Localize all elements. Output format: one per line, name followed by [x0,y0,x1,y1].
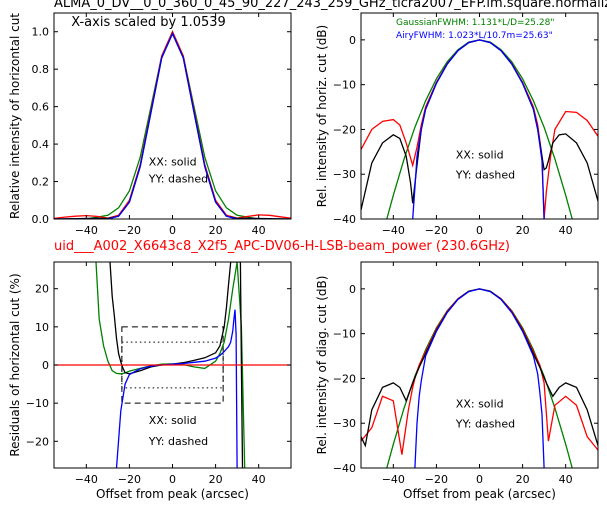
series-line-blue [414,288,545,468]
y-tick-label: 20 [35,283,49,296]
y-tick-label: −10 [333,79,356,92]
panel-p2: −40 −20 0 20 40 0 −10 −20 −30 −40 Rel. intensity o… [315,12,599,237]
annotation-text: XX: solid [149,414,197,427]
x-tick-label: 40 [252,224,266,237]
annotation-text: XX: solid [149,156,197,169]
series-line-black [54,31,291,219]
x-tick-label: −20 [425,473,448,486]
y-tick-label: 10 [35,321,49,334]
x-tick-label: −40 [75,473,98,486]
x-tick-label: 40 [559,473,573,486]
y-tick-label: −40 [333,462,356,475]
annotation-text: YY: dashed [148,435,208,448]
y-axis-label: Rel. intensity of horiz. cut (dB) [315,25,329,207]
y-tick-label: 0.8 [32,63,50,76]
x-tick-label: 0 [169,224,176,237]
x-tick-label: 0 [476,224,483,237]
x-tick-label: −20 [425,224,448,237]
y-tick-label: −10 [26,397,49,410]
y-tick-label: −20 [26,435,49,448]
y-tick-label: 0 [349,34,356,47]
annotation-text: YY: dashed [455,169,515,182]
x-tick-label: 20 [516,473,530,486]
axes-frame [360,261,599,469]
series-line-green [54,30,291,219]
x-tick-label: 40 [559,224,573,237]
y-tick-label: 0.4 [32,138,50,151]
annotation-text: X-axis scaled by 1.0539 [71,15,226,30]
axes-frame [53,12,292,220]
x-tick-label: −20 [118,473,141,486]
panel-p4: −40 −20 0 20 40 0 −10 −20 −30 −40 Rel. intensity o… [315,261,599,501]
x-tick-label: 20 [516,224,530,237]
y-tick-label: −20 [333,372,356,385]
panel-p1: −40 −20 0 20 40 0.0 0.2 0.4 0.6 0.8 1.0 Relative in… [8,12,292,237]
y-tick-label: −10 [333,328,356,341]
y-tick-label: −30 [333,168,356,181]
x-axis-label: Offset from peak (arcsec) [403,487,556,501]
y-axis-label: Rel. intensity of diag. cut (dB) [315,276,329,455]
x-tick-label: −40 [75,224,98,237]
reference-box-dashed [121,326,224,404]
y-tick-label: −40 [333,213,356,226]
x-tick-label: −40 [382,473,405,486]
x-tick-label: 20 [209,224,223,237]
legend-entry: AiryFWHM: 1.023*L/10.7m=25.63" [396,31,553,41]
y-tick-label: −20 [333,123,356,136]
x-axis-label: Offset from peak (arcsec) [96,487,249,501]
figure-title: ALMA_0_DV__0_0_360_0_45_90_227_243_259_G… [54,0,607,11]
series-line-red [361,39,598,219]
y-tick-label: 0 [42,359,49,372]
y-tick-label: 0 [349,283,356,296]
figure-subtitle: uid___A002_X6643c8_X2f5_APC-DV06-H-LSB-b… [54,239,510,254]
x-tick-label: 40 [252,473,266,486]
x-tick-label: −20 [118,224,141,237]
series-line-blue [54,31,291,219]
y-axis-label: Relative intensity of horizontal cut [8,13,22,219]
y-tick-label: 1.0 [32,26,50,39]
y-tick-label: 0.0 [32,213,50,226]
x-tick-label: 0 [169,473,176,486]
x-tick-label: 20 [209,473,223,486]
series-line-red [54,30,291,219]
series-line-blue [115,309,238,468]
y-tick-label: −30 [333,417,356,430]
legend-entry: GaussianFWHM: 1.131*L/D=25.28" [396,18,554,28]
annotation-text: XX: solid [456,149,504,162]
series-line-blue [412,39,545,219]
annotation-text: YY: dashed [455,418,515,431]
x-tick-label: −40 [382,224,405,237]
annotation-text: YY: dashed [148,172,208,185]
y-tick-label: 0.2 [32,176,50,189]
y-tick-label: 0.6 [32,101,50,114]
annotation-text: XX: solid [456,398,504,411]
x-tick-label: 0 [476,473,483,486]
y-axis-label: Residuals of horizontal cut (%) [8,273,22,456]
panel-p3: −40 −20 0 20 40 20 10 0 −10 −20 Residuals of horiz… [8,261,292,501]
